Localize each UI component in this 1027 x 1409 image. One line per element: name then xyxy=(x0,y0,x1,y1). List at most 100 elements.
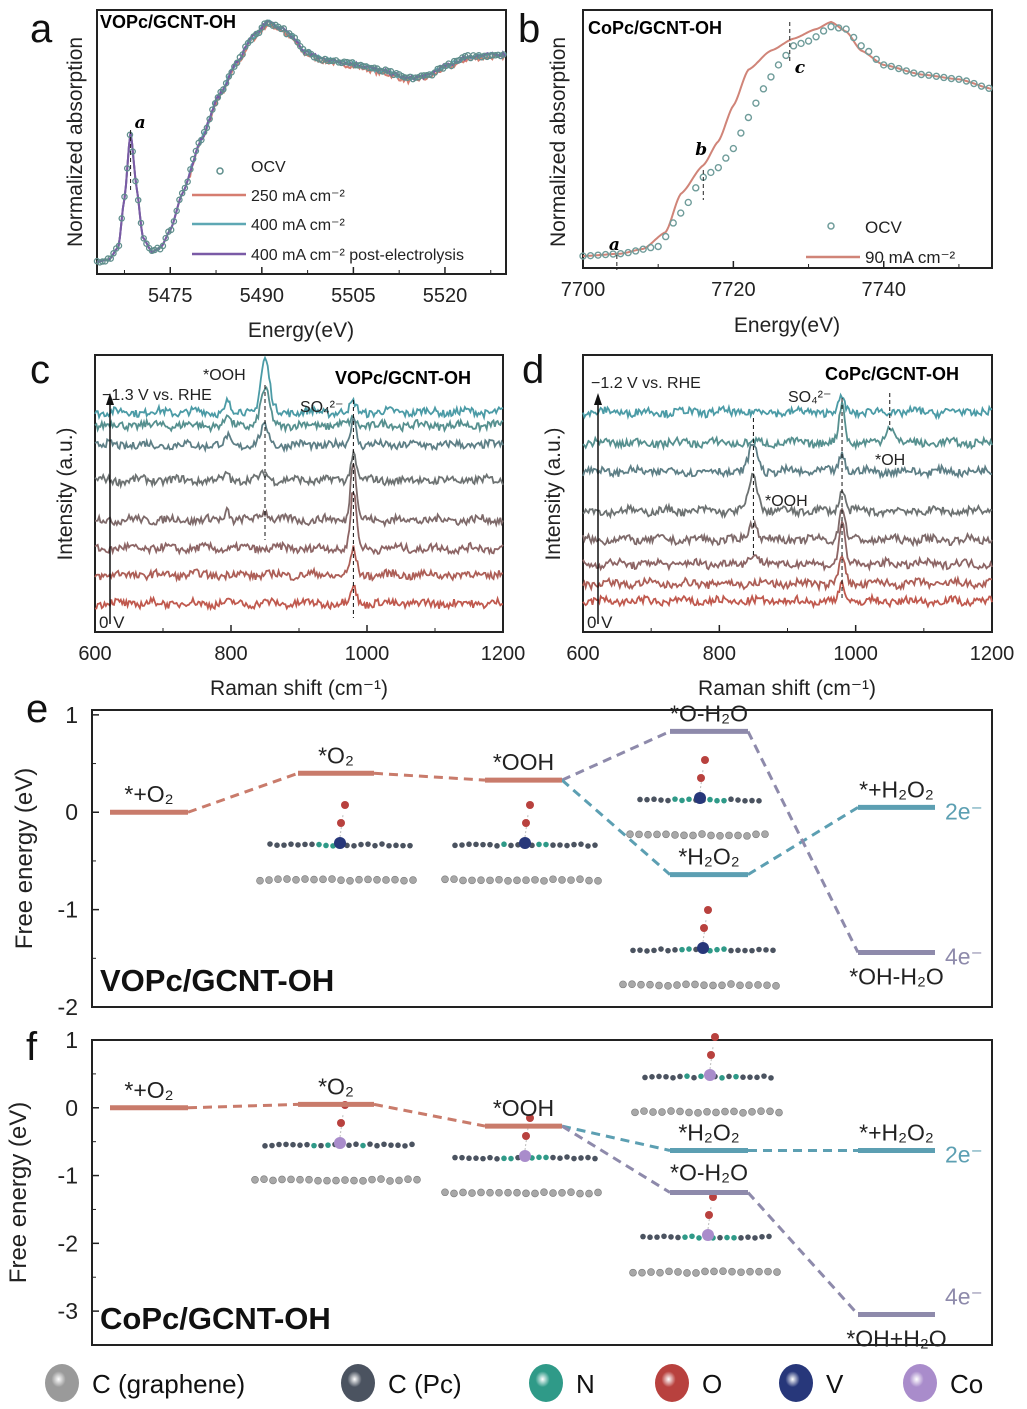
plot-frame xyxy=(582,9,993,269)
molecule-structure xyxy=(251,1101,421,1185)
peak-label: *OH xyxy=(875,452,905,469)
x-tick-label: 7740 xyxy=(861,279,906,301)
energy-level-label: *OH+H₂O xyxy=(846,1326,946,1352)
raman-spectrum-3 xyxy=(94,448,504,490)
y-tick-label: 1 xyxy=(65,1027,78,1053)
pathway-link xyxy=(746,730,860,954)
x-tick-label: 800 xyxy=(703,643,736,665)
ocv-marker xyxy=(198,136,205,144)
ocv-marker xyxy=(107,255,114,262)
atom-sphere-icon xyxy=(341,1364,375,1402)
ocv-marker xyxy=(222,79,230,87)
molecule-structure xyxy=(441,801,602,885)
panel-label-f: f xyxy=(26,1025,38,1069)
ocv-marker xyxy=(940,73,948,82)
ocv-marker xyxy=(834,24,843,32)
ocv-marker xyxy=(917,70,926,79)
ocv-marker xyxy=(631,247,640,255)
ocv-marker xyxy=(797,39,805,48)
panel-title: CoPc/GCNT-OH xyxy=(100,1301,331,1336)
legend-label: 90 mA cm⁻² xyxy=(865,248,956,267)
molecule-structure xyxy=(629,1193,781,1277)
raman-spectrum-3 xyxy=(582,472,993,520)
raman-spectrum-5 xyxy=(94,491,504,556)
ocv-marker xyxy=(654,242,662,251)
plot-frame xyxy=(91,709,993,1008)
ocv-marker xyxy=(346,59,353,66)
x-tick-label: 1200 xyxy=(481,643,526,665)
ocv-marker xyxy=(744,113,753,122)
peak-label: *OOH xyxy=(765,493,808,510)
x-axis-label: Raman shift (cm⁻¹) xyxy=(698,677,876,700)
plot-frame xyxy=(91,1039,993,1346)
y-axis-label: Free energy (eV) xyxy=(11,768,38,949)
legend-label: OCV xyxy=(865,218,903,237)
ocv-marker xyxy=(646,243,655,252)
ocv-marker xyxy=(280,25,288,32)
ocv-marker xyxy=(932,72,941,80)
arrow-head-icon xyxy=(106,393,114,405)
series-line-90 xyxy=(582,20,993,258)
peak-label: SO₄²⁻ xyxy=(788,389,831,406)
atom-legend-label: C (graphene) xyxy=(92,1369,245,1399)
raman-spectrum-0 xyxy=(582,392,993,421)
panel-label-e: e xyxy=(26,687,48,731)
y-tick-label: 0 xyxy=(65,1095,78,1121)
y-axis-label: Normalized absorption xyxy=(64,37,87,247)
potential-bottom-label: 0 V xyxy=(99,613,125,632)
raman-spectrum-6 xyxy=(94,545,504,583)
ocv-marker xyxy=(184,178,191,185)
atom-legend-label: Co xyxy=(950,1369,983,1399)
panel-label-a: a xyxy=(30,7,53,51)
energy-level-label: *O-H₂O xyxy=(670,700,748,726)
ocv-marker xyxy=(437,64,444,72)
y-axis-label: Free energy (eV) xyxy=(5,1102,32,1283)
panel-title: VOPc/GCNT-OH xyxy=(100,963,334,998)
x-tick-label: 800 xyxy=(214,643,247,665)
energy-level-label: *+H₂O₂ xyxy=(859,1119,934,1145)
ocv-marker xyxy=(970,79,978,88)
ocv-marker xyxy=(371,64,378,71)
molecule-structure xyxy=(441,1114,602,1198)
ocv-marker xyxy=(662,232,670,241)
ocv-marker xyxy=(639,245,647,253)
panel-title: CoPc/GCNT-OH xyxy=(825,364,959,384)
y-axis-label: Normalized absorption xyxy=(547,37,570,247)
ocv-marker xyxy=(616,249,625,258)
x-tick-label: 5505 xyxy=(331,285,376,307)
ocv-marker xyxy=(162,234,169,242)
legend-label: 400 mA cm⁻² post-electrolysis xyxy=(251,247,464,264)
ocv-marker xyxy=(586,251,595,260)
atom-legend-label: O xyxy=(702,1369,722,1399)
ocv-marker xyxy=(669,219,677,227)
ocv-marker xyxy=(206,115,213,123)
ocv-marker xyxy=(239,51,246,58)
energy-level-label: *OH-H₂O xyxy=(849,963,944,989)
ocv-marker xyxy=(977,82,986,90)
legend-label: 250 mA cm⁻² xyxy=(251,188,345,205)
pathway-label: 2e⁻ xyxy=(945,1141,983,1167)
raman-spectrum-1 xyxy=(582,401,993,452)
ocv-marker xyxy=(789,42,798,50)
ocv-marker xyxy=(812,33,820,41)
pathway-link xyxy=(561,1124,671,1152)
pathway-link xyxy=(746,1191,860,1316)
ocv-marker xyxy=(277,25,285,33)
ocv-marker xyxy=(412,74,419,81)
ocv-marker xyxy=(220,86,227,93)
ocv-marker xyxy=(283,30,290,38)
ocv-marker xyxy=(329,57,337,65)
energy-level-label: *+H₂O₂ xyxy=(859,776,934,802)
ocv-marker xyxy=(115,242,123,250)
ocv-marker xyxy=(819,27,828,35)
ocv-marker xyxy=(126,131,134,139)
peak-label: SO₄²⁻ xyxy=(300,399,343,416)
x-tick-label: 5490 xyxy=(240,285,285,307)
x-tick-label: 600 xyxy=(78,643,111,665)
ocv-marker xyxy=(200,128,208,136)
pathway-link xyxy=(373,1102,486,1128)
potential-top-label: −1.3 V vs. RHE xyxy=(102,387,212,404)
ocv-marker xyxy=(176,196,183,204)
ocv-marker xyxy=(864,47,873,56)
x-axis-label: Energy(eV) xyxy=(248,319,354,342)
